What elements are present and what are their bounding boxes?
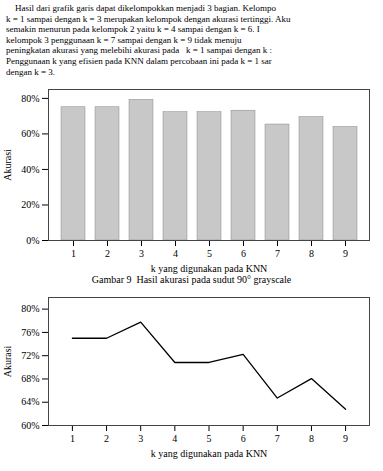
html-text:dengan k = 3.: dengan k = 3.: [6, 66, 56, 77]
svg-text:60%: 60%: [21, 128, 39, 139]
svg-text:20%: 20%: [21, 199, 39, 210]
svg-text:4: 4: [172, 433, 177, 444]
html-text:peningkatan akurasi yang meleb: peningkatan akurasi yang melebihi akuras…: [6, 45, 272, 56]
svg-text:40%: 40%: [21, 164, 39, 175]
svg-text:64%: 64%: [21, 397, 39, 408]
svg-text:7: 7: [275, 248, 280, 259]
svg-text:60%: 60%: [21, 420, 39, 431]
svg-text:80%: 80%: [21, 303, 39, 314]
svg-text:4: 4: [173, 248, 178, 259]
svg-text:72%: 72%: [21, 350, 39, 361]
svg-text:Akurasi: Akurasi: [2, 149, 13, 181]
svg-text:1: 1: [70, 433, 75, 444]
html-text:semakin menurun pada kelompok: semakin menurun pada kelompok 2 yaitu k …: [6, 24, 260, 35]
svg-text:0%: 0%: [26, 235, 39, 246]
svg-text:8: 8: [309, 248, 314, 259]
svg-text:2: 2: [105, 248, 110, 259]
html-text:Gambar 9 Hasil akurasi pada su: Gambar 9 Hasil akurasi pada sudut 90° gr…: [91, 274, 292, 286]
svg-text:76%: 76%: [21, 327, 39, 338]
svg-text:k yang digunakan pada KNN: k yang digunakan pada KNN: [151, 448, 268, 459]
svg-text:68%: 68%: [21, 373, 39, 384]
svg-text:3: 3: [138, 433, 143, 444]
svg-text:5: 5: [207, 248, 212, 259]
html-text:Hasil dari grafik garis dapat: Hasil dari grafik garis dapat dikelompok…: [6, 3, 276, 13]
html-text:kelompok 3 penggunaan k = 7 sa: kelompok 3 penggunaan k = 7 sampai denga…: [6, 34, 242, 45]
svg-text:80%: 80%: [21, 93, 39, 104]
html-text:k = 1 sampai dengan k = 3 meru: k = 1 sampai dengan k = 3 merupakan kelo…: [6, 13, 291, 24]
svg-text:9: 9: [343, 433, 348, 444]
svg-text:Akurasi: Akurasi: [2, 346, 13, 378]
html-text:Penggunaan k yang efisien pada: Penggunaan k yang efisien pada KNN dalam…: [6, 56, 272, 66]
svg-text:7: 7: [275, 433, 280, 444]
svg-text:8: 8: [309, 433, 314, 444]
svg-text:2: 2: [104, 433, 109, 444]
svg-text:1: 1: [71, 248, 76, 259]
svg-text:k yang digunakan pada KNN: k yang digunakan pada KNN: [151, 263, 268, 274]
svg-text:3: 3: [139, 248, 144, 259]
svg-text:9: 9: [343, 248, 348, 259]
svg-text:6: 6: [241, 433, 246, 444]
svg-text:6: 6: [241, 248, 246, 259]
svg-text:5: 5: [207, 433, 212, 444]
